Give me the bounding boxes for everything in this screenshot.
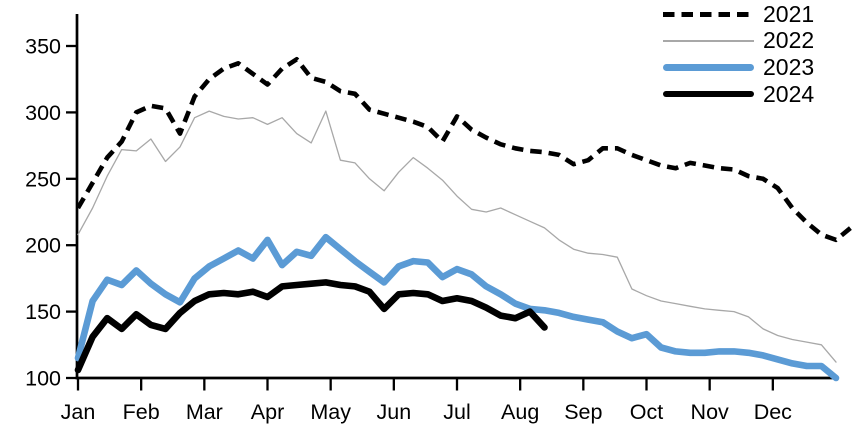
series-line-2023 [74, 233, 840, 382]
x-tick-label: Feb [123, 400, 160, 424]
legend-label-2023: 2023 [763, 53, 815, 80]
x-tick-label: May [310, 400, 351, 424]
series-line-2024 [74, 279, 548, 374]
x-tick-label: Jul [443, 400, 470, 424]
x-tick-label: Apr [251, 400, 284, 424]
legend-line-2023-icon [663, 64, 754, 71]
legend-line-2021-icon [663, 11, 754, 17]
legend-label-2022: 2022 [763, 27, 815, 54]
y-tick-label: 200 [25, 234, 61, 258]
legend-item-2024: 2024 [663, 81, 814, 108]
series-line-2022 [77, 110, 837, 363]
y-tick-label: 250 [25, 167, 61, 191]
legend: 2021 2022 2023 2024 [663, 1, 814, 107]
x-tick-label: Sep [564, 400, 602, 424]
legend-item-2022: 2022 [663, 28, 814, 55]
x-tick-label: Nov [691, 400, 729, 424]
legend-item-2021: 2021 [663, 1, 814, 28]
x-tick-label: Jan [61, 400, 96, 424]
y-tick-label: 350 [25, 35, 61, 59]
x-tick-label: Oct [630, 400, 663, 424]
x-tick-label: Aug [501, 400, 539, 424]
y-tick-label: 100 [25, 367, 61, 391]
legend-line-2024-icon [663, 90, 754, 98]
series-line-2021 [76, 56, 852, 243]
x-tick-label: Dec [754, 400, 792, 424]
x-tick-label: Jun [376, 400, 411, 424]
legend-label-2021: 2021 [763, 0, 815, 27]
legend-line-2022-icon [663, 40, 754, 42]
y-tick-label: 150 [25, 300, 61, 324]
legend-label-2024: 2024 [763, 80, 815, 107]
legend-item-2023: 2023 [663, 54, 814, 81]
x-tick-label: Mar [186, 400, 223, 424]
y-tick-label: 300 [25, 101, 61, 125]
